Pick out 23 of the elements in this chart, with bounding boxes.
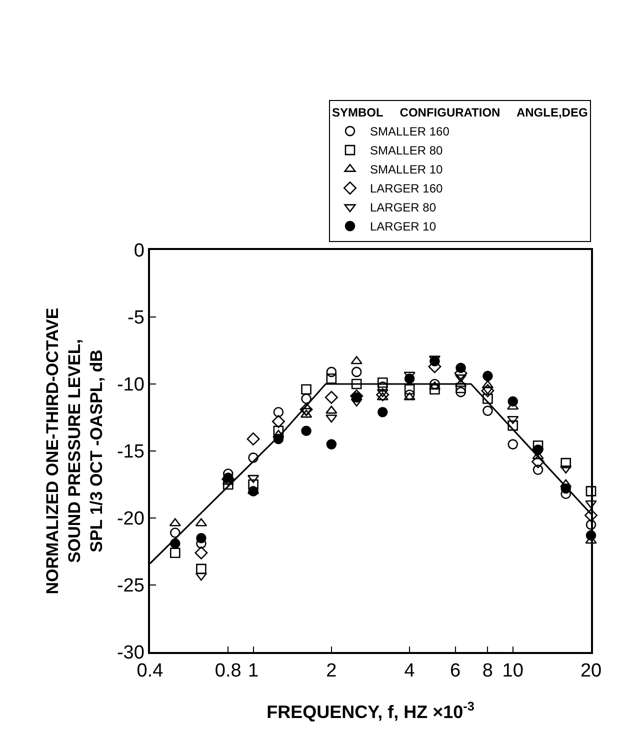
y-tick-label: -25 xyxy=(116,576,144,597)
legend-title: SYMBOL CONFIGURATION ANGLE,DEG xyxy=(332,106,588,120)
x-tick-label: 10 xyxy=(502,660,524,682)
x-tick-label: 1 xyxy=(248,660,259,682)
x-tick-label: 0.8 xyxy=(214,660,242,682)
x-tick-label: 6 xyxy=(450,660,461,682)
legend-label: LARGER 160 xyxy=(370,182,444,196)
y-tick-label: -15 xyxy=(116,442,144,463)
legend-label: SMALLER 80 xyxy=(370,144,444,158)
x-axis-title: FREQUENCY, f, HZ ×10$^{-3}$ xyxy=(266,700,474,722)
x-tick-label: 2 xyxy=(326,660,337,682)
x-tick-label: 20 xyxy=(580,660,602,682)
legend-label: LARGER 10 xyxy=(370,220,436,234)
legend-label: SMALLER 160 xyxy=(370,124,450,139)
y-tick-label: -20 xyxy=(116,508,144,530)
x-tick-label: 4 xyxy=(404,660,416,682)
y-tick-label: -5 xyxy=(128,308,144,329)
y-tick-label: 0 xyxy=(134,240,144,262)
x-tick-label: 8 xyxy=(482,660,493,682)
legend-label: SMALLER 10 xyxy=(370,162,444,177)
y-tick-label: -10 xyxy=(116,374,144,396)
legend-label: LARGER 80 xyxy=(370,200,436,215)
y-axis-title: NORMALIZED ONE-THIRD-OCTAVE SOUND PRESSURE LEVEL, SPL 1/3 OCT -OASPL, dB xyxy=(42,308,106,594)
